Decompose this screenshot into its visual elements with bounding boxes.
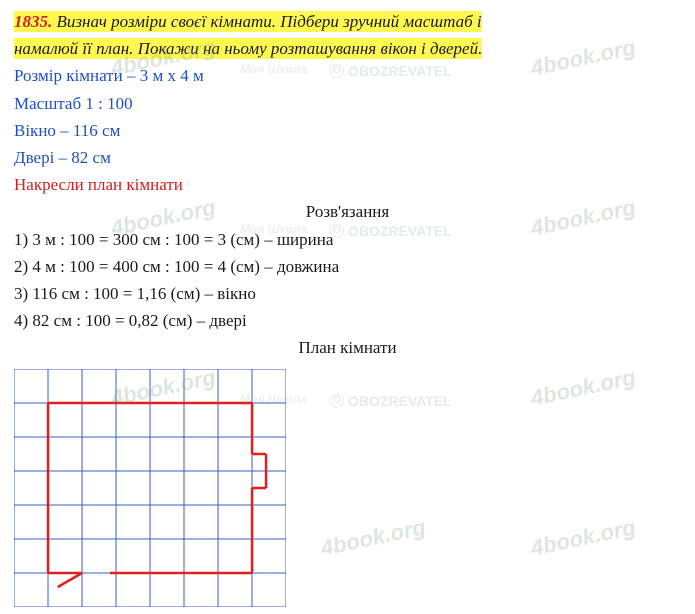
given-room-size: Розмір кімнати – 3 м х 4 м bbox=[14, 62, 681, 89]
task-prompt-1: Визнач розміри своєї кімнати. Підбери зр… bbox=[57, 12, 482, 31]
room-plan-diagram bbox=[14, 369, 286, 607]
instruction: Накресли план кімнати bbox=[14, 171, 681, 198]
task-line-2: намалюй її план. Покажи на ньому розташу… bbox=[14, 35, 681, 62]
task-line-1: 1835. Визнач розміри своєї кімнати. Підб… bbox=[14, 8, 681, 35]
given-scale: Масштаб 1 : 100 bbox=[14, 90, 681, 117]
solution-line-4: 4) 82 см : 100 = 0,82 (см) – двері bbox=[14, 307, 681, 334]
solution-line-1: 1) 3 м : 100 = 300 см : 100 = 3 (см) – ш… bbox=[14, 226, 681, 253]
given-window: Вікно – 116 см bbox=[14, 117, 681, 144]
solution-line-2: 2) 4 м : 100 = 400 см : 100 = 4 (см) – д… bbox=[14, 253, 681, 280]
task-number: 1835. bbox=[14, 12, 52, 31]
grid-svg bbox=[14, 369, 286, 607]
plan-title: План кімнати bbox=[14, 334, 681, 361]
task-prompt-2: намалюй її план. Покажи на ньому розташу… bbox=[14, 38, 482, 59]
solution-line-3: 3) 116 см : 100 = 1,16 (см) – вікно bbox=[14, 280, 681, 307]
given-door: Двері – 82 см bbox=[14, 144, 681, 171]
solution-title: Розв'язання bbox=[14, 198, 681, 225]
